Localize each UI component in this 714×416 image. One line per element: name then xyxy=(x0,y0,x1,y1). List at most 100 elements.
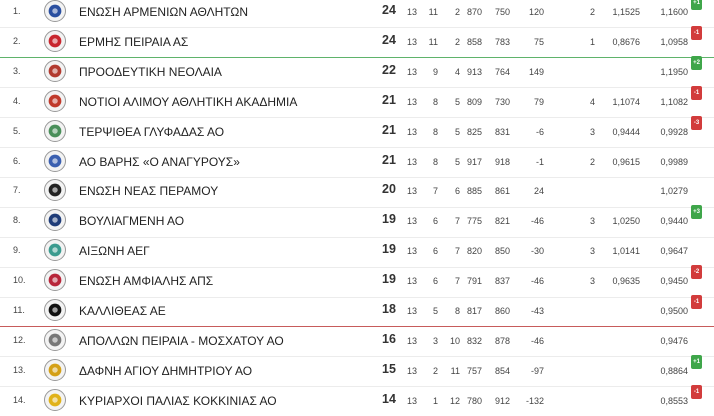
rank-change-badge: +3 xyxy=(691,205,702,220)
table-row[interactable]: 3. ΠΡΟΟΔΕΥΤΙΚΗ ΝΕΟΛΑΙΑ 22 13 9 4 913 764 149 1,19… xyxy=(0,55,714,87)
team-name-link[interactable]: ΕΡΜΗΣ ΠΕΙΡΑΙΑ ΑΣ xyxy=(79,34,189,49)
position-cell: 7. xyxy=(13,185,21,196)
vouliagmeni-logo xyxy=(44,209,66,232)
stat-r2-cell: 1,1950 xyxy=(660,66,688,77)
stat-gf-cell: 832 xyxy=(466,335,482,346)
team-name-link[interactable]: ΚΥΡΙΑΡΧΟΙ ΠΑΛΙΑΣ ΚΟΚΚΙΝΙΑΣ ΑΟ xyxy=(79,393,277,408)
stat-l-cell: 5 xyxy=(454,96,460,107)
stat-r2-cell: 0,9450 xyxy=(660,276,688,287)
stat-tb-cell: 4 xyxy=(589,96,595,107)
stat-w-cell: 8 xyxy=(432,126,438,137)
points-cell: 19 xyxy=(382,272,396,287)
position-cell: 3. xyxy=(13,65,21,76)
stat-gd-cell: -46 xyxy=(530,276,544,287)
kyriarchoi-logo xyxy=(44,388,66,411)
stat-gd-cell: -46 xyxy=(530,216,544,227)
table-row[interactable]: 13. ΔΑΦΝΗ ΑΓΙΟΥ ΔΗΜΗΤΡΙΟΥ ΑΟ 15 13 2 11 757 854… xyxy=(0,354,714,386)
points-cell: 21 xyxy=(382,122,396,137)
stat-r2-cell: 1,0279 xyxy=(660,186,688,197)
team-name-link[interactable]: ΒΟΥΛΙΑΓΜΕΝΗ ΑΟ xyxy=(79,214,185,229)
stat-w-cell: 9 xyxy=(432,66,438,77)
stat-r2-cell: 0,9500 xyxy=(660,306,688,316)
table-row[interactable]: 10. ΕΝΩΣΗ ΑΜΦΙΑΛΗΣ ΑΠΣ 19 13 6 7 791 837 -46 3 0,9… xyxy=(0,265,714,296)
points-cell: 24 xyxy=(382,32,396,47)
team-name-link[interactable]: ΑΠΟΛΛΩΝ ΠΕΙΡΑΙΑ - ΜΟΣΧΑΤΟΥ ΑΟ xyxy=(79,333,284,348)
stat-gd-cell: 24 xyxy=(533,186,544,197)
stat-gf-cell: 757 xyxy=(466,365,482,376)
table-row[interactable]: 12. ΑΠΟΛΛΩΝ ΠΕΙΡΑΙΑ - ΜΟΣΧΑΤΟΥ ΑΟ 16 13 3 10 8… xyxy=(0,327,714,356)
rank-change-badge: +2 xyxy=(691,55,702,70)
stat-ga-cell: 912 xyxy=(494,395,510,406)
stat-gf-cell: 809 xyxy=(466,96,482,107)
stat-w-cell: 11 xyxy=(428,36,438,47)
position-cell: 14. xyxy=(13,394,26,405)
stat-l-cell: 5 xyxy=(454,156,460,167)
apollon-peiraia-logo xyxy=(44,328,66,351)
stat-r1-cell: 1,0250 xyxy=(612,216,640,227)
stat-gd-cell: -30 xyxy=(530,246,544,257)
table-row[interactable]: 9. ΑΙΞΩΝΗ ΑΕΓ 19 13 6 7 820 850 -30 3 1,0141 0,9647 xyxy=(0,237,714,266)
stat-ga-cell: 750 xyxy=(494,7,510,17)
stat-w-cell: 7 xyxy=(432,186,438,197)
stat-tb-cell: 3 xyxy=(589,126,595,137)
team-name-link[interactable]: ΠΡΟΟΔΕΥΤΙΚΗ ΝΕΟΛΑΙΑ xyxy=(79,64,222,79)
stat-l-cell: 5 xyxy=(454,126,460,137)
stat-gd-cell: -6 xyxy=(535,126,544,137)
stat-played-cell: 13 xyxy=(406,365,417,376)
stat-tb-cell: 2 xyxy=(589,7,595,17)
rank-change-badge: -3 xyxy=(691,115,702,130)
stat-r2-cell: 1,1082 xyxy=(660,96,688,107)
row-divider xyxy=(0,356,714,358)
row-divider xyxy=(0,176,714,178)
stat-r2-cell: 1,1600 xyxy=(660,7,688,17)
team-name-link[interactable]: ΕΝΩΣΗ ΑΜΦΙΑΛΗΣ ΑΠΣ xyxy=(79,274,214,289)
stat-r2-cell: 0,9928 xyxy=(660,126,688,137)
table-row[interactable]: 1. ΕΝΩΣΗ ΑΡΜΕΝΙΩΝ ΑΘΛΗΤΩΝ 24 13 11 2 870 750 120… xyxy=(0,0,714,27)
table-row[interactable]: 8. ΒΟΥΛΙΑΓΜΕΝΗ ΑΟ 19 13 6 7 775 821 -46 3 1,0250 0,… xyxy=(0,205,714,236)
stat-gd-cell: 79 xyxy=(533,96,544,107)
stat-played-cell: 13 xyxy=(406,246,417,257)
stat-w-cell: 6 xyxy=(432,276,438,287)
points-cell: 21 xyxy=(382,92,396,107)
table-row[interactable]: 6. ΑΟ ΒΑΡΗΣ «Ο ΑΝΑΓΥΡΟΥΣ» 21 13 8 5 917 918 -1 2 0… xyxy=(0,148,714,177)
table-row[interactable]: 14. ΚΥΡΙΑΡΧΟΙ ΠΑΛΙΑΣ ΚΟΚΚΙΝΙΑΣ ΑΟ 14 13 1 12 7… xyxy=(0,384,714,416)
enosi-armenion-logo xyxy=(44,0,66,22)
stat-played-cell: 13 xyxy=(406,395,417,406)
rank-change-badge: -1 xyxy=(691,295,702,309)
position-cell: 6. xyxy=(13,155,21,166)
relegation-divider xyxy=(0,326,714,328)
table-row[interactable]: 4. ΝΟΤΙΟΙ ΑΛΙΜΟΥ ΑΘΛΗΤΙΚΗ ΑΚΑΔΗΜΙΑ 21 13 8 5 8… xyxy=(0,85,714,117)
team-name-link[interactable]: ΕΝΩΣΗ ΑΡΜΕΝΙΩΝ ΑΘΛΗΤΩΝ xyxy=(79,5,249,19)
table-row[interactable]: 5. ΤΕΡΨΙΘΕΑ ΓΛΥΦΑΔΑΣ ΑΟ 21 13 8 5 825 831 -6 3 0,9… xyxy=(0,115,714,147)
row-divider xyxy=(0,27,714,29)
team-name-link[interactable]: ΚΑΛΛΙΘΕΑΣ ΑΕ xyxy=(79,304,166,318)
position-cell: 8. xyxy=(13,215,21,226)
team-name-link[interactable]: ΝΟΤΙΟΙ ΑΛΙΜΟΥ ΑΘΛΗΤΙΚΗ ΑΚΑΔΗΜΙΑ xyxy=(79,94,298,109)
team-name-link[interactable]: ΑΙΞΩΝΗ ΑΕΓ xyxy=(79,244,150,259)
team-name-link[interactable]: ΑΟ ΒΑΡΗΣ «Ο ΑΝΑΓΥΡΟΥΣ» xyxy=(79,154,240,169)
stat-gf-cell: 780 xyxy=(466,395,482,406)
row-divider xyxy=(0,386,714,388)
stat-ga-cell: 764 xyxy=(494,66,510,77)
stat-l-cell: 2 xyxy=(454,7,460,17)
team-name-link[interactable]: ΔΑΦΝΗ ΑΓΙΟΥ ΔΗΜΗΤΡΙΟΥ ΑΟ xyxy=(79,363,253,378)
row-divider xyxy=(0,296,714,298)
table-row[interactable]: 2. ΕΡΜΗΣ ΠΕΙΡΑΙΑ ΑΣ 24 13 11 2 858 783 75 1 0,8676… xyxy=(0,25,714,57)
stat-w-cell: 1 xyxy=(432,395,438,406)
table-row[interactable]: 7. ΕΝΩΣΗ ΝΕΑΣ ΠΕΡΑΜΟΥ 20 13 7 6 885 861 24 1,0279 xyxy=(0,177,714,206)
team-name-link[interactable]: ΤΕΡΨΙΘΕΑ ΓΛΥΦΑΔΑΣ ΑΟ xyxy=(79,124,225,139)
team-name-link[interactable]: ΕΝΩΣΗ ΝΕΑΣ ΠΕΡΑΜΟΥ xyxy=(79,184,219,199)
stat-played-cell: 13 xyxy=(406,36,417,47)
stat-r2-cell: 0,8864 xyxy=(660,365,688,376)
stat-ga-cell: 850 xyxy=(494,246,510,257)
stat-ga-cell: 860 xyxy=(494,306,510,316)
stat-ga-cell: 861 xyxy=(494,186,510,197)
stat-l-cell: 12 xyxy=(449,395,460,406)
points-cell: 19 xyxy=(382,242,396,257)
table-row[interactable]: 11. ΚΑΛΛΙΘΕΑΣ ΑΕ 18 13 5 8 817 860 -43 0,9500 -1 xyxy=(0,295,714,326)
stat-played-cell: 13 xyxy=(406,126,417,137)
stat-w-cell: 6 xyxy=(432,246,438,257)
proodeftiki-neolaia-logo xyxy=(44,59,66,82)
stat-l-cell: 10 xyxy=(449,335,460,346)
stat-ga-cell: 918 xyxy=(494,156,510,167)
